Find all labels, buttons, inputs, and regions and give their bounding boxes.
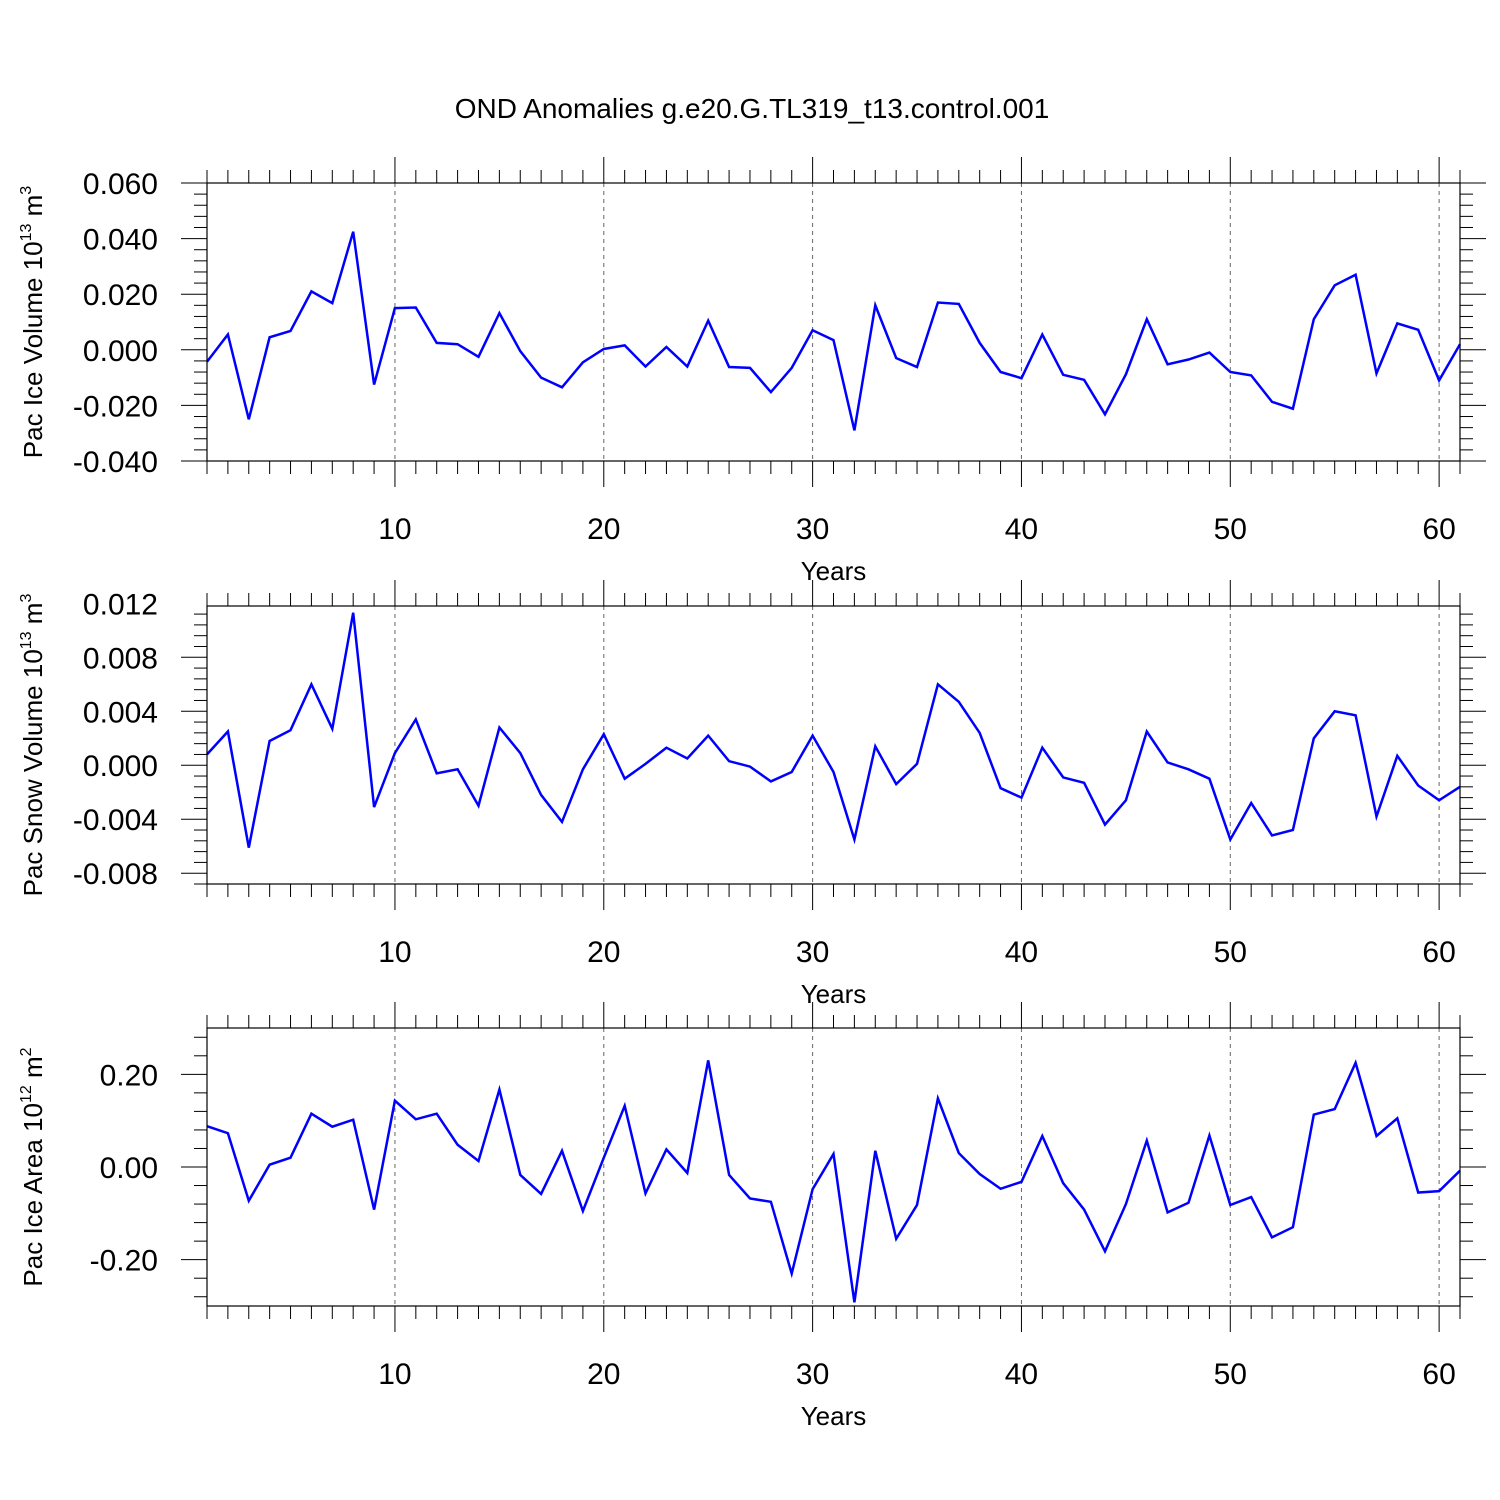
y-axis-label-part: Pac Ice Volume 10 (18, 241, 48, 458)
y-tick-label: 0.008 (83, 642, 158, 675)
y-axis-label-part: m (18, 1056, 48, 1085)
y-axis-label-part: m (18, 603, 48, 632)
panel-1: -0.040 -0.020 0.000 0.020 0.040 0.060 10 20 30 40… (18, 157, 1486, 586)
y-tick-label: 0.060 (83, 168, 158, 201)
x-tick-label: 10 (378, 936, 411, 969)
y-axis-label-exponent: 3 (18, 594, 35, 603)
y-tick-label: -0.040 (73, 446, 158, 479)
x-tick-label: 40 (1005, 936, 1038, 969)
x-tick-label: 30 (796, 936, 829, 969)
x-tick-label: 50 (1214, 513, 1247, 546)
y-tick-label: 0.00 (100, 1152, 158, 1185)
plot-frame (206, 605, 1461, 885)
y-axis-label-part: m (18, 195, 48, 224)
y-tick-label: 0.000 (83, 335, 158, 368)
x-tick-label: 10 (378, 513, 411, 546)
panel-3: -0.20 0.00 0.20 10 20 30 40 50 60 Years Pac Ice Ar… (18, 1002, 1486, 1431)
y-axis-label-exponent: 13 (18, 631, 35, 649)
x-axis-label: Years (801, 1401, 867, 1431)
x-tick-label: 60 (1422, 1358, 1455, 1391)
panels: -0.040 -0.020 0.000 0.020 0.040 0.060 10 20 30 40… (18, 157, 1486, 1431)
y-tick-label: 0.020 (83, 279, 158, 312)
x-tick-label: 50 (1214, 936, 1247, 969)
y-tick-label: -0.004 (73, 804, 158, 837)
panel-2: -0.008 -0.004 0.000 0.004 0.008 0.012 10 20 30 40… (18, 580, 1486, 1009)
y-tick-label: -0.008 (73, 858, 158, 891)
series-line (206, 1059, 1461, 1303)
figure-title: OND Anomalies g.e20.G.TL319_t13.control.… (455, 93, 1050, 124)
x-tick-label: 30 (796, 513, 829, 546)
x-tick-label: 60 (1422, 513, 1455, 546)
x-tick-label: 10 (378, 1358, 411, 1391)
x-axis-label: Years (801, 979, 867, 1009)
y-axis-label-exponent: 2 (18, 1047, 35, 1056)
y-tick-label: 0.000 (83, 750, 158, 783)
y-tick-label: 0.012 (83, 588, 158, 621)
y-tick-label: -0.020 (73, 390, 158, 423)
x-tick-label: 20 (587, 513, 620, 546)
plot-frame (206, 1027, 1461, 1307)
y-axis-label-part: Pac Snow Volume 10 (18, 649, 48, 896)
x-tick-label: 40 (1005, 513, 1038, 546)
y-axis-label-exponent: 3 (18, 186, 35, 195)
y-tick-label: 0.040 (83, 224, 158, 257)
x-tick-label: 20 (587, 1358, 620, 1391)
y-axis-label: Pac Ice Volume 1013 m3 (18, 186, 48, 459)
y-axis-label: Pac Ice Area 1012 m2 (18, 1047, 48, 1286)
x-tick-label: 50 (1214, 1358, 1247, 1391)
series-line (206, 612, 1461, 848)
y-tick-label: 0.004 (83, 696, 158, 729)
y-axis-label: Pac Snow Volume 1013 m3 (18, 594, 48, 897)
y-tick-label: 0.20 (100, 1059, 158, 1092)
x-tick-label: 20 (587, 936, 620, 969)
x-tick-label: 30 (796, 1358, 829, 1391)
x-axis-label: Years (801, 556, 867, 586)
y-axis-label-exponent: 12 (18, 1085, 35, 1103)
plot-frame (206, 182, 1461, 462)
y-axis-label-part: Pac Ice Area 10 (18, 1103, 48, 1287)
x-tick-label: 60 (1422, 936, 1455, 969)
series-line (206, 231, 1462, 431)
x-tick-label: 40 (1005, 1358, 1038, 1391)
y-axis-label-exponent: 13 (18, 223, 35, 241)
y-tick-label: -0.20 (90, 1245, 158, 1278)
